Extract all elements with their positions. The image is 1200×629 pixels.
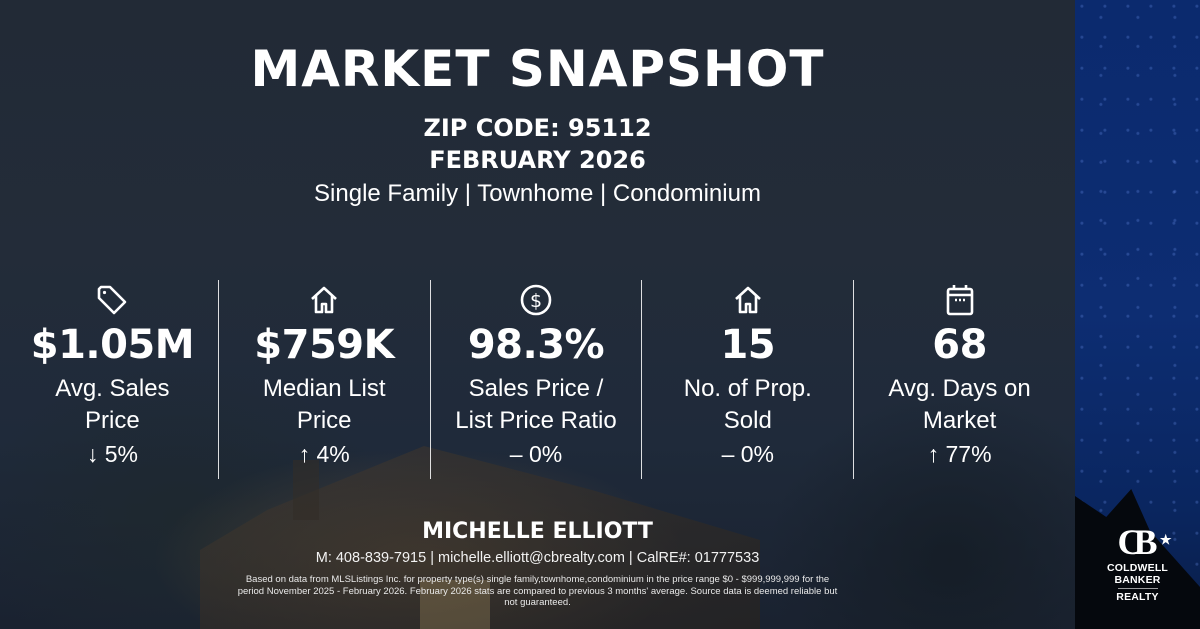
stat-change: ↑ 4% (298, 441, 350, 467)
stats-row: $1.05M Avg. Sales Price ↓ 5% $759K Media… (7, 280, 1065, 479)
header: MARKET SNAPSHOT ZIP CODE: 95112 FEBRUARY… (0, 38, 1075, 211)
stat-label: Avg. Sales Price (55, 375, 170, 434)
calendar-icon (854, 280, 1065, 320)
data-disclaimer: Based on data from MLSListings Inc. for … (237, 574, 838, 608)
report-month: FEBRUARY 2026 (429, 146, 646, 174)
logo-divider (1117, 588, 1158, 589)
stat-change: ↓ 5% (86, 441, 138, 467)
agent-info: MICHELLE ELLIOTT M: 408-839-7915 | miche… (0, 518, 1075, 609)
zip-code: ZIP CODE: 95112 (423, 114, 652, 142)
house-icon (642, 280, 853, 320)
stat-avg-days-on-market: 68 Avg. Days on Market ↑ 77% (853, 280, 1065, 479)
agent-name: MICHELLE ELLIOTT (422, 519, 653, 544)
stat-value: $1.05M (30, 322, 195, 368)
stat-properties-sold: 15 No. of Prop. Sold – 0% (641, 280, 853, 479)
page-title: MARKET SNAPSHOT (250, 40, 825, 98)
logo-line-coldwell: COLDWELL (1106, 562, 1169, 574)
stat-value: 68 (932, 322, 987, 368)
agent-contact: M: 408-839-7915 | michelle.elliott@cbrea… (315, 550, 760, 566)
logo-line-realty: REALTY (1116, 591, 1159, 603)
coldwell-banker-logo: CB ★ COLDWELL BANKER REALTY (1075, 522, 1200, 603)
stat-label: No. of Prop. Sold (683, 375, 812, 434)
logo-line-banker: BANKER (1114, 574, 1161, 586)
star-icon: ★ (1159, 532, 1170, 547)
stat-value: 98.3% (467, 322, 605, 368)
stat-label: Avg. Days on Market (888, 375, 1031, 434)
window-glow (420, 580, 490, 629)
stat-change: ↑ 77% (927, 441, 992, 467)
stat-change: – 0% (509, 441, 563, 467)
svg-text:$: $ (530, 290, 542, 312)
stat-label: Sales Price / List Price Ratio (455, 375, 617, 434)
house-icon (219, 280, 430, 320)
brand-side-panel (1075, 0, 1200, 629)
stat-change: – 0% (721, 441, 774, 467)
stat-median-list-price: $759K Median List Price ↑ 4% (217, 280, 430, 479)
cb-monogram: CB ★ (1117, 522, 1169, 562)
dollar-circle-icon: $ (431, 280, 642, 320)
stat-value: 15 (720, 322, 776, 368)
stat-value: $759K (254, 322, 395, 368)
price-tag-icon (7, 280, 218, 320)
stat-sales-list-ratio: $ 98.3% Sales Price / List Price Ratio –… (429, 280, 642, 479)
stat-avg-sales-price: $1.05M Avg. Sales Price ↓ 5% (7, 280, 218, 479)
stat-label: Median List Price (262, 375, 386, 434)
property-types: Single Family | Townhome | Condominium (314, 180, 761, 207)
chimney-silhouette (293, 460, 319, 520)
